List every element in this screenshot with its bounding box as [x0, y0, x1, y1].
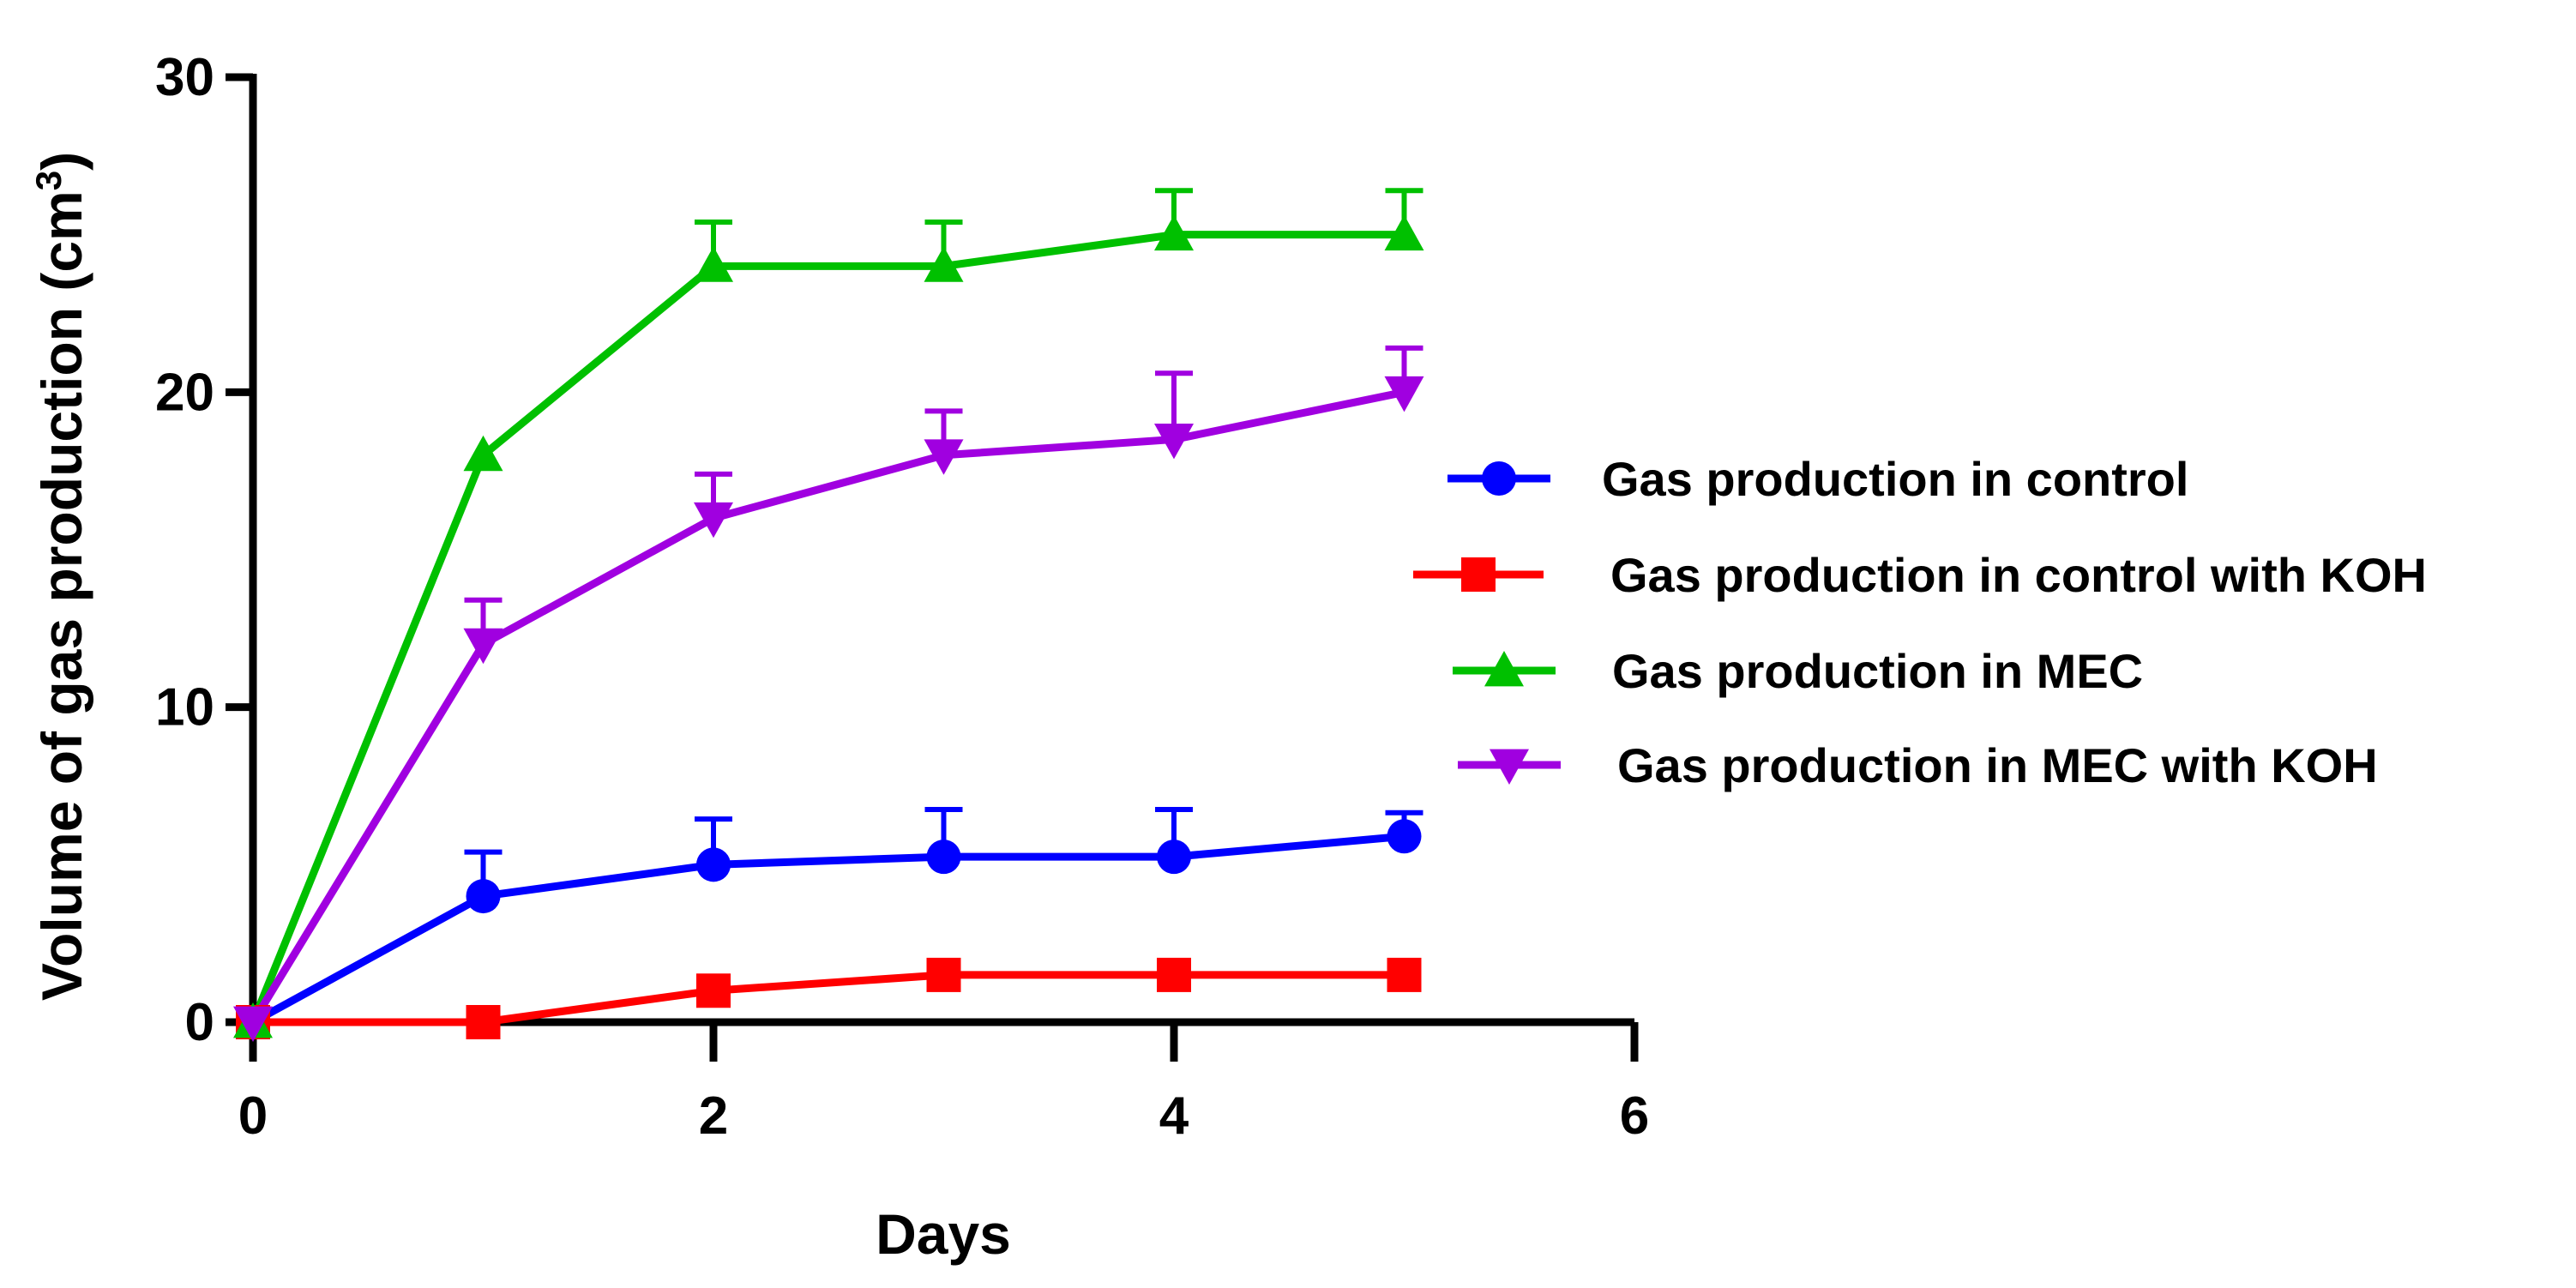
y-axis-title-superscript: 3 — [28, 171, 69, 190]
data-point-s1-p5 — [1387, 957, 1422, 992]
legend-marker-1 — [1461, 557, 1496, 592]
series-line-1 — [253, 971, 1405, 1026]
y-axis-title-suffix: ) — [30, 152, 93, 171]
y-tick-label-1: 10 — [155, 678, 214, 737]
data-point-s1-p1 — [466, 1005, 501, 1039]
data-point-s3-p3 — [924, 439, 964, 475]
legend: Gas production in control Gas production … — [1413, 452, 2427, 792]
x-axis-title: Days — [876, 1202, 1011, 1266]
legend-label-3: Gas production in MEC with KOH — [1617, 738, 2378, 792]
markers — [233, 214, 1424, 1042]
data-point-s3-p1 — [463, 628, 503, 665]
legend-label-0: Gas production in control — [1602, 452, 2188, 506]
data-point-s0-p3 — [926, 840, 961, 875]
error-bars — [464, 188, 1423, 897]
series-line-0 — [250, 832, 1405, 1026]
y-axis-title: Volume of gas production (cm3) — [28, 152, 93, 1001]
x-tick-label-1: 2 — [699, 1086, 728, 1146]
data-point-s1-p3 — [926, 957, 961, 992]
y-tick-label-0: 0 — [185, 993, 214, 1052]
legend-marker-0 — [1482, 461, 1516, 496]
data-point-s2-p5 — [1384, 214, 1424, 251]
data-point-s1-p4 — [1157, 957, 1191, 992]
series-line-3 — [250, 388, 1405, 1025]
data-point-s0-p1 — [466, 879, 501, 914]
x-tick-label-3: 6 — [1620, 1086, 1649, 1146]
legend-label-2: Gas production in MEC — [1612, 644, 2143, 698]
x-tick-label-0: 0 — [238, 1086, 268, 1146]
data-point-s2-p3 — [924, 246, 964, 282]
data-point-s0-p2 — [696, 847, 731, 882]
data-point-s3-p4 — [1154, 424, 1194, 460]
data-point-s1-p2 — [696, 973, 731, 1008]
legend-marker-2 — [1484, 651, 1524, 687]
axes — [249, 74, 1634, 1026]
series-line-2 — [249, 231, 1405, 1024]
legend-label-1: Gas production in control with KOH — [1610, 548, 2427, 602]
y-tick-label-3: 30 — [155, 48, 214, 107]
y-tick-label-2: 20 — [155, 363, 214, 422]
data-point-s3-p0 — [233, 1006, 273, 1042]
series-lines — [249, 231, 1405, 1026]
data-point-s0-p4 — [1157, 840, 1191, 875]
data-point-s3-p5 — [1384, 376, 1424, 412]
data-point-s2-p4 — [1154, 214, 1194, 251]
x-tick-label-2: 4 — [1159, 1086, 1189, 1146]
data-point-s2-p1 — [463, 435, 503, 472]
data-point-s0-p5 — [1387, 819, 1422, 854]
data-point-s2-p2 — [694, 246, 733, 282]
ticks: 0 10 20 30 0 2 4 6 — [155, 48, 1649, 1146]
data-point-s3-p2 — [694, 502, 733, 539]
legend-marker-3 — [1490, 749, 1529, 785]
y-axis-title-main: Volume of gas production (cm — [30, 190, 93, 1001]
